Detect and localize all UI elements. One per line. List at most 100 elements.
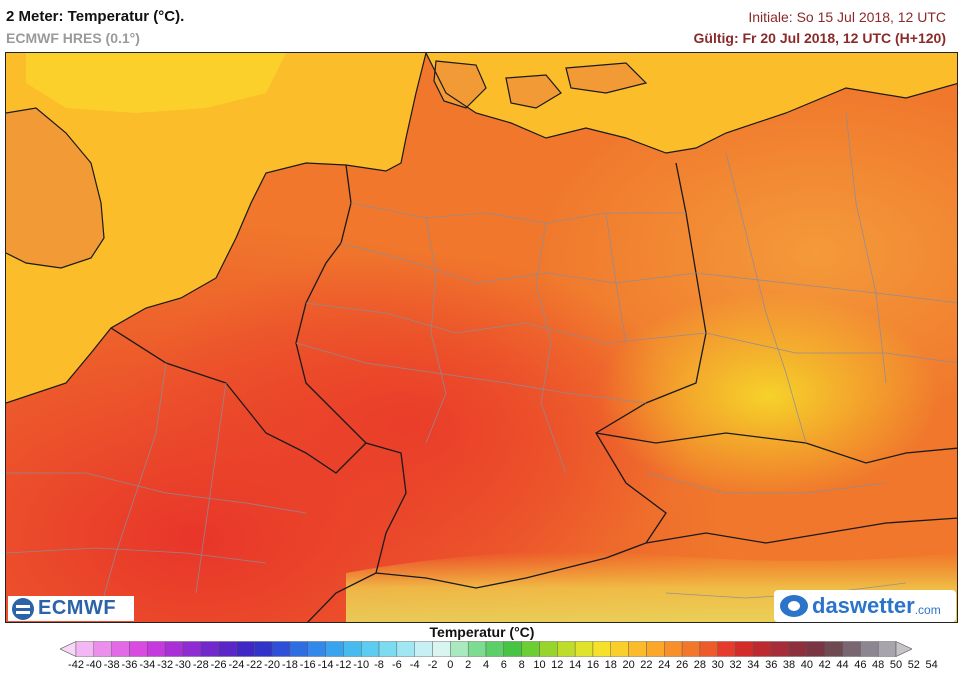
color-scale-tick-label: 28 bbox=[693, 659, 707, 671]
color-scale-cell bbox=[218, 641, 237, 657]
color-scale-tick-label: 48 bbox=[872, 659, 885, 671]
color-scale-tick-label: 2 bbox=[465, 659, 472, 671]
ecmwf-logo-icon bbox=[12, 597, 34, 620]
color-scale-tick-label: -28 bbox=[192, 659, 209, 671]
daswetter-logo-tld: .com bbox=[914, 603, 941, 617]
color-scale-tick-label: -6 bbox=[391, 659, 402, 671]
color-scale-cell bbox=[361, 641, 380, 657]
color-scale-tick-label: 54 bbox=[925, 659, 938, 671]
color-scale-tick-label: -16 bbox=[299, 659, 316, 671]
color-scale-tick-label: 32 bbox=[729, 659, 742, 671]
color-scale-tick-label: 12 bbox=[551, 659, 564, 671]
color-scale-cell bbox=[164, 641, 184, 657]
color-scale-tick-label: 0 bbox=[447, 659, 454, 671]
color-scale-tick-label: 18 bbox=[604, 659, 617, 671]
color-scale-tick-label: 22 bbox=[640, 659, 653, 671]
valid-time: Gültig: Fr 20 Jul 2018, 12 UTC (H+120) bbox=[693, 30, 946, 46]
color-scale-tick-label: -4 bbox=[409, 659, 420, 671]
color-scale-tick-label: 20 bbox=[622, 659, 635, 671]
model-name: ECMWF HRES (0.1°) bbox=[6, 30, 140, 46]
color-scale-tick-label: -12 bbox=[335, 659, 352, 671]
color-scale-tick-label: -2 bbox=[427, 659, 438, 671]
color-scale-tick-label: 14 bbox=[569, 659, 582, 671]
color-scale-cell bbox=[467, 641, 487, 657]
color-scale-tick-label: -20 bbox=[264, 659, 281, 671]
color-scale-tick-label: 8 bbox=[518, 659, 525, 671]
color-scale-cell bbox=[450, 641, 469, 657]
color-scale-tick-label: 34 bbox=[747, 659, 760, 671]
color-scale-cell bbox=[111, 641, 130, 657]
color-scale-cell bbox=[147, 641, 166, 657]
color-scale-tick-label: -34 bbox=[139, 659, 156, 671]
color-scale-arrow-low bbox=[60, 641, 77, 657]
ecmwf-logo-text: ECMWF bbox=[38, 597, 117, 619]
color-scale-cell bbox=[824, 641, 843, 657]
cloud-icon bbox=[780, 595, 808, 617]
initial-time: Initiale: So 15 Jul 2018, 12 UTC bbox=[748, 9, 946, 25]
color-scale-tick-label: 30 bbox=[711, 659, 724, 671]
color-scale-cell bbox=[806, 641, 825, 657]
daswetter-logo-text: daswetter bbox=[812, 593, 915, 618]
color-scale-tick-label: -32 bbox=[157, 659, 174, 671]
color-scale-cell bbox=[771, 641, 790, 657]
color-scale-tick-label: -10 bbox=[353, 659, 370, 671]
ecmwf-logo: ECMWF bbox=[8, 596, 134, 621]
color-scale-cell bbox=[610, 641, 629, 657]
map-title: 2 Meter: Temperatur (°C). bbox=[6, 8, 185, 25]
color-scale-cell bbox=[681, 641, 701, 657]
color-scale-arrow-high bbox=[895, 641, 912, 657]
color-scale-tick-label: 24 bbox=[658, 659, 671, 671]
color-scale-cell bbox=[842, 641, 861, 657]
color-scale-tick-label: 40 bbox=[800, 659, 813, 671]
color-scale-tick-label: -42 bbox=[68, 659, 84, 671]
color-scale-cell bbox=[182, 641, 201, 657]
color-scale-cell bbox=[307, 641, 326, 657]
color-scale-cell bbox=[574, 641, 594, 657]
color-scale-tick-label: 50 bbox=[889, 659, 903, 671]
color-scale-tick-label: 36 bbox=[765, 659, 778, 671]
color-scale-tick-label: 38 bbox=[782, 659, 796, 671]
color-scale-tick-label: -14 bbox=[317, 659, 334, 671]
color-scale-cell bbox=[325, 641, 344, 657]
color-scale-cell bbox=[485, 641, 505, 657]
color-scale-tick-label: -24 bbox=[228, 659, 245, 671]
color-scale-cell bbox=[200, 641, 219, 657]
color-scale-cell bbox=[557, 641, 576, 657]
color-scale-tick-label: 4 bbox=[482, 659, 490, 671]
color-scale-tick-label: 52 bbox=[907, 659, 920, 671]
daswetter-logo[interactable]: daswetter .com bbox=[774, 590, 956, 622]
color-scale-cell bbox=[271, 641, 291, 657]
color-scale-ticks: -42 -40 -38 -36 -34 -32 -30 -28 -26 -24 -22 -20 -18-… bbox=[60, 659, 938, 673]
color-scale-cell bbox=[735, 641, 754, 657]
color-scale-cell bbox=[343, 641, 362, 657]
color-scale-cell bbox=[503, 641, 522, 657]
color-scale-cell bbox=[432, 641, 451, 657]
color-scale-cell bbox=[788, 641, 808, 657]
color-scale-tick-label: -38 bbox=[103, 659, 120, 671]
color-scale-cell bbox=[129, 641, 148, 657]
color-scale-cell bbox=[378, 641, 398, 657]
color-scale-cell bbox=[236, 641, 255, 657]
color-scale-tick-label: 16 bbox=[586, 659, 600, 671]
color-scale-cell bbox=[289, 641, 308, 657]
color-scale-cell bbox=[75, 641, 95, 657]
color-scale-tick-label: 42 bbox=[818, 659, 831, 671]
color-scale-cell bbox=[254, 641, 273, 657]
color-scale-tick-label: -36 bbox=[121, 659, 138, 671]
color-scale-cell bbox=[877, 641, 897, 657]
color-scale-tick-label: 6 bbox=[500, 659, 507, 671]
color-scale-tick-label: -30 bbox=[175, 659, 191, 671]
color-scale-tick-label: 46 bbox=[854, 659, 867, 671]
color-scale-cell bbox=[414, 641, 433, 657]
color-scale-tick-label: -8 bbox=[374, 659, 384, 671]
color-scale-cell bbox=[646, 641, 665, 657]
temperature-map[interactable] bbox=[5, 52, 958, 623]
color-scale-cell bbox=[93, 641, 112, 657]
color-scale-cell bbox=[628, 641, 647, 657]
color-scale-tick-label: -18 bbox=[281, 659, 298, 671]
color-scale-bar bbox=[60, 641, 912, 657]
color-scale-tick-label: -22 bbox=[246, 659, 263, 671]
color-scale-cell bbox=[592, 641, 611, 657]
color-scale-cell bbox=[753, 641, 772, 657]
legend-title: Temperatur (°C) bbox=[429, 624, 535, 640]
